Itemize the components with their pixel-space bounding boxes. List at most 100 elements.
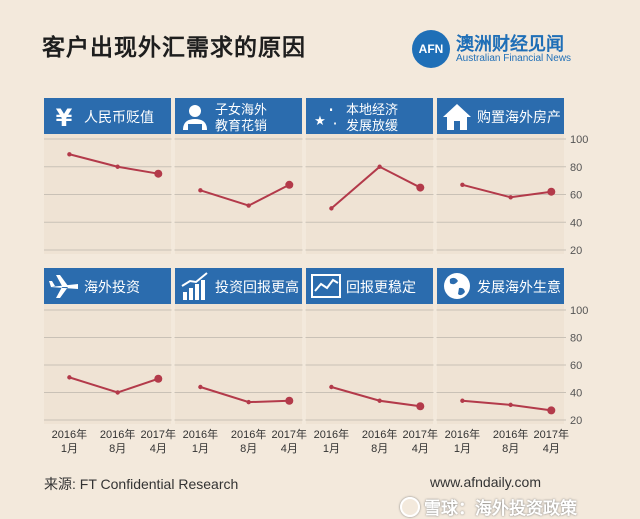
chart-line bbox=[314, 278, 339, 292]
x-tick-label: 4月 bbox=[412, 443, 429, 455]
y-tick-label: 80 bbox=[570, 333, 582, 345]
panel-title-line: 教育花销 bbox=[215, 118, 267, 134]
x-tick-label: 1月 bbox=[61, 443, 78, 455]
yen-glyph: ¥ bbox=[56, 104, 73, 132]
x-tick-label: 1月 bbox=[192, 443, 209, 455]
chart-frame bbox=[311, 274, 341, 298]
yen-icon: ¥ bbox=[56, 104, 73, 132]
panel-title-line: 子女海外 bbox=[215, 102, 267, 118]
data-point bbox=[198, 384, 203, 390]
panel-title: 投资回报更高 bbox=[215, 279, 299, 296]
panel-title: 海外投资 bbox=[84, 280, 140, 296]
data-point bbox=[198, 188, 203, 193]
data-point bbox=[285, 396, 294, 405]
panel-title: 人民币贬值 bbox=[84, 110, 154, 126]
house-shape bbox=[443, 104, 471, 130]
x-tick-label: 2016年 bbox=[100, 427, 135, 441]
x-tick-label: 2016年 bbox=[52, 427, 87, 441]
data-point bbox=[460, 398, 465, 403]
watermark: 雪球：海外投资政策 bbox=[400, 494, 577, 519]
y-tick-label: 40 bbox=[570, 217, 582, 229]
y-tick-label: 60 bbox=[570, 360, 582, 372]
globe-circle bbox=[444, 273, 470, 299]
data-point bbox=[115, 390, 120, 395]
y-tick-label: 20 bbox=[570, 415, 582, 427]
y-tick-label: 60 bbox=[570, 190, 582, 202]
x-tick-label: 1月 bbox=[323, 443, 340, 455]
x-tick-label: 2017年 bbox=[141, 427, 176, 441]
x-tick-label: 2016年 bbox=[314, 427, 349, 441]
x-tick-label: 8月 bbox=[502, 443, 519, 455]
y-tick-label: 20 bbox=[570, 245, 582, 257]
house-door bbox=[454, 121, 460, 130]
data-point bbox=[67, 375, 72, 380]
data-point bbox=[329, 384, 334, 390]
data-point bbox=[547, 406, 556, 415]
data-point bbox=[508, 402, 513, 408]
x-tick-label: 2016年 bbox=[183, 427, 218, 441]
growth-bar bbox=[189, 288, 193, 300]
data-point bbox=[246, 203, 251, 208]
growth-bar bbox=[183, 292, 187, 300]
data-point bbox=[329, 206, 334, 211]
x-tick-label: 2016年 bbox=[493, 427, 528, 441]
x-tick-label: 8月 bbox=[371, 443, 388, 455]
stars-icon: ★ ·· bbox=[314, 98, 337, 133]
panel-title-line: 本地经济 bbox=[346, 103, 398, 118]
y-tick-label: 100 bbox=[570, 305, 588, 317]
panel-title: 回报更稳定 bbox=[346, 280, 416, 296]
logo-badge-icon: AFN bbox=[412, 30, 450, 68]
growth-bar bbox=[195, 284, 199, 300]
x-tick-label: 2017年 bbox=[403, 427, 438, 441]
x-tick-label: 2017年 bbox=[534, 427, 569, 441]
panel-title: 发展海外生意 bbox=[477, 279, 561, 296]
dot-glyph: · bbox=[332, 114, 337, 133]
student-head bbox=[189, 105, 201, 117]
data-point bbox=[460, 182, 465, 187]
x-tick-label: 4月 bbox=[150, 443, 167, 455]
data-point bbox=[154, 169, 163, 178]
x-tick-label: 2016年 bbox=[445, 427, 480, 441]
dot-glyph: · bbox=[328, 98, 334, 122]
star-glyph: ★ bbox=[314, 114, 326, 129]
globe-icon bbox=[444, 273, 470, 299]
x-tick-label: 8月 bbox=[240, 443, 257, 455]
source-note: 来源: FT Confidential Research bbox=[44, 476, 239, 492]
growth-bar bbox=[201, 280, 205, 300]
stable-chart-icon bbox=[311, 274, 341, 298]
watermark-text: 雪球：海外投资政策 bbox=[424, 499, 577, 519]
y-tick-label: 100 bbox=[570, 134, 588, 146]
data-point bbox=[115, 164, 120, 169]
globe-land bbox=[449, 277, 465, 296]
x-tick-label: 4月 bbox=[281, 443, 298, 455]
panel-header bbox=[306, 98, 433, 134]
data-point bbox=[246, 399, 251, 405]
logo-name-en: Australian Financial News bbox=[456, 53, 572, 64]
data-point bbox=[285, 180, 294, 189]
x-tick-label: 2017年 bbox=[272, 427, 307, 441]
logo-name-cn: 澳洲财经见闻 bbox=[456, 34, 564, 55]
data-point bbox=[508, 195, 513, 200]
data-point bbox=[547, 187, 556, 196]
panel-header bbox=[44, 98, 171, 134]
student-icon bbox=[183, 105, 207, 130]
x-tick-label: 8月 bbox=[109, 443, 126, 455]
data-point bbox=[377, 164, 382, 169]
data-point bbox=[377, 398, 382, 403]
growth-chart-icon bbox=[181, 272, 208, 300]
data-point bbox=[416, 402, 425, 411]
data-point bbox=[67, 152, 72, 157]
page-title: 客户出现外汇需求的原因 bbox=[42, 35, 306, 61]
data-point bbox=[416, 183, 425, 192]
student-book bbox=[188, 124, 202, 130]
x-tick-label: 2016年 bbox=[231, 427, 266, 441]
house-icon bbox=[443, 104, 471, 130]
airplane-icon bbox=[49, 275, 78, 298]
x-tick-label: 4月 bbox=[543, 443, 560, 455]
panel-title: 购置海外房产 bbox=[477, 110, 561, 126]
website-url: www.afndaily.com bbox=[430, 474, 542, 490]
data-point bbox=[154, 374, 163, 383]
y-tick-label: 40 bbox=[570, 388, 582, 400]
x-tick-label: 2016年 bbox=[362, 427, 397, 441]
